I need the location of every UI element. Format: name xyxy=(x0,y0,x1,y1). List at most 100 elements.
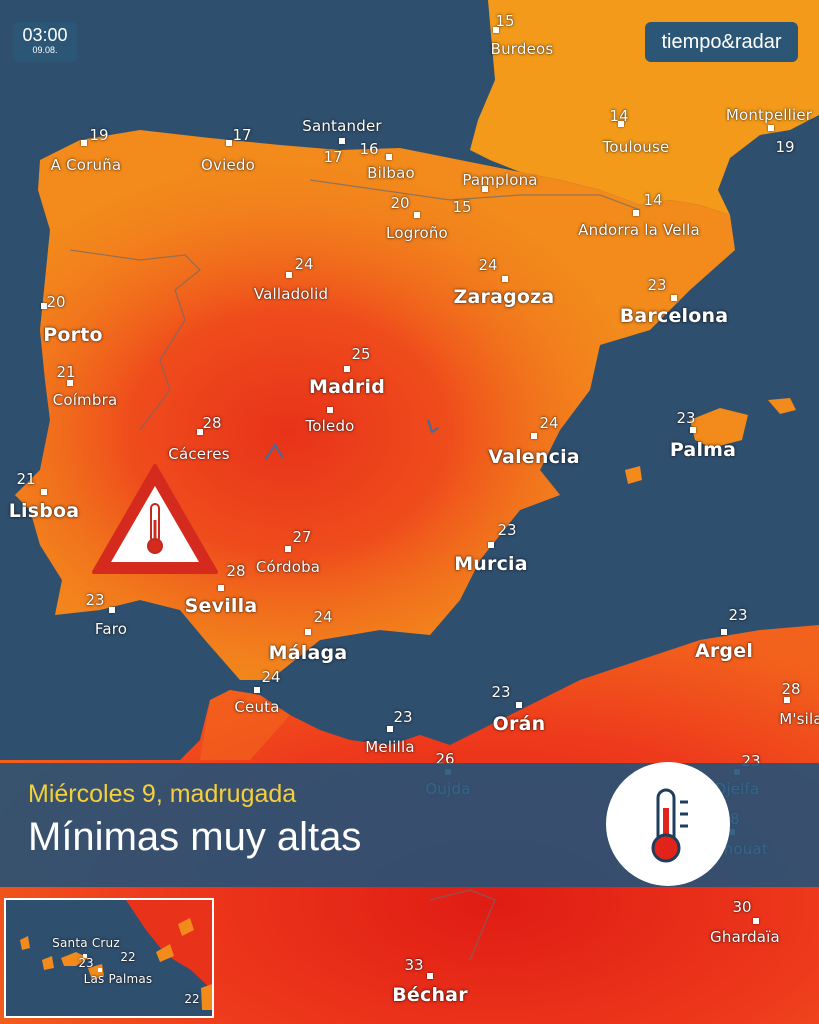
time-badge: 03:00 09.08. xyxy=(13,22,77,62)
city-label-lisboa: Lisboa xyxy=(8,500,80,522)
city-label-bilbao: Bilbao xyxy=(367,164,415,182)
brand-logo[interactable]: tiempo&radar xyxy=(645,22,798,62)
city-label-valencia: Valencia xyxy=(488,446,580,468)
temp-label-faro: 23 xyxy=(85,591,105,609)
temp-label-c-ceres: 28 xyxy=(202,414,222,432)
banner-title: Mínimas muy altas xyxy=(28,815,362,859)
city-label-porto: Porto xyxy=(43,324,103,346)
temp-label-barcelona: 23 xyxy=(647,276,667,294)
city-marker-ceuta xyxy=(254,687,260,693)
city-label-palma: Palma xyxy=(669,439,737,461)
city-label-valladolid: Valladolid xyxy=(253,285,329,303)
temp-label-m-laga: 24 xyxy=(313,608,333,626)
temp-label-m-sila: 28 xyxy=(781,680,801,698)
inset-city-santa-cruz: Santa Cruz xyxy=(52,936,120,950)
temp-label-andorra-la-vella: 14 xyxy=(643,191,663,209)
city-marker-gharda-a xyxy=(753,918,759,924)
city-marker-burdeos xyxy=(493,27,499,33)
city-label-barcelona: Barcelona xyxy=(619,305,729,327)
city-marker-montpellier xyxy=(768,125,774,131)
banner-subtitle: Miércoles 9, madrugada xyxy=(28,780,297,808)
city-marker-or-n xyxy=(516,702,522,708)
city-marker-c-ceres xyxy=(197,429,203,435)
city-marker-andorra-la-vella xyxy=(633,210,639,216)
city-marker-madrid xyxy=(344,366,350,372)
city-marker-faro xyxy=(109,607,115,613)
city-label-sevilla: Sevilla xyxy=(184,595,258,617)
city-marker-m-sila xyxy=(784,697,790,703)
temp-label-zaragoza: 24 xyxy=(478,256,498,274)
temp-label-montpellier: 19 xyxy=(775,138,795,156)
city-label-logro-o: Logroño xyxy=(386,224,448,242)
city-label-b-char: Béchar xyxy=(392,984,468,1006)
temp-label-oviedo: 17 xyxy=(232,126,252,144)
inset-temp-las-palmas: 22 xyxy=(120,950,136,964)
warning-triangle-icon xyxy=(92,464,218,574)
temp-label-porto: 20 xyxy=(46,293,66,311)
city-marker-argel xyxy=(721,629,727,635)
time-label: 03:00 xyxy=(22,25,68,45)
inset-temp-santa-cruz: 23 xyxy=(78,956,94,970)
city-label-montpellier: Montpellier xyxy=(725,106,813,124)
city-label-c-rdoba: Córdoba xyxy=(255,558,321,576)
temp-label-burdeos: 15 xyxy=(495,12,515,30)
temp-label-pamplona: 15 xyxy=(452,198,472,216)
city-marker-santander xyxy=(339,138,345,144)
city-marker-sevilla xyxy=(218,585,224,591)
city-marker-c-rdoba xyxy=(285,546,291,552)
city-marker-lisboa xyxy=(41,489,47,495)
thermometer-icon xyxy=(651,788,688,863)
city-label-a-coru-a: A Coruña xyxy=(50,156,122,174)
city-marker-oviedo xyxy=(226,140,232,146)
temp-label-bilbao: 16 xyxy=(359,140,379,158)
city-label-burdeos: Burdeos xyxy=(490,40,554,58)
city-label-oviedo: Oviedo xyxy=(201,156,255,174)
brand-name: tiempo&radar xyxy=(661,31,782,53)
city-label-toledo: Toledo xyxy=(305,417,355,435)
city-label-murcia: Murcia xyxy=(454,553,528,575)
temp-label-madrid: 25 xyxy=(351,345,371,363)
city-marker-b-char xyxy=(427,973,433,979)
city-label-andorra-la-vella: Andorra la Vella xyxy=(578,221,700,239)
city-label-melilla: Melilla xyxy=(365,738,415,756)
city-marker-palma xyxy=(690,427,696,433)
city-marker-bilbao xyxy=(386,154,392,160)
city-label-toulouse: Toulouse xyxy=(602,138,670,156)
temp-label-b-char: 33 xyxy=(404,956,424,974)
city-marker-porto xyxy=(41,303,47,309)
city-marker-a-coru-a xyxy=(81,140,87,146)
canary-islands-inset: Santa Cruz 23 Las Palmas 22 22 xyxy=(4,898,214,1018)
temp-label-murcia: 23 xyxy=(497,521,517,539)
inset-temp-extra: 22 xyxy=(184,992,200,1006)
city-marker-barcelona xyxy=(671,295,677,301)
city-label-zaragoza: Zaragoza xyxy=(453,286,555,308)
temp-label-or-n: 23 xyxy=(491,683,511,701)
heat-warning xyxy=(90,462,220,577)
temp-label-toulouse: 14 xyxy=(609,107,629,125)
city-label-argel: Argel xyxy=(694,640,754,662)
city-label-faro: Faro xyxy=(94,620,128,638)
city-marker-logro-o xyxy=(414,212,420,218)
city-marker-melilla xyxy=(387,726,393,732)
city-label-gharda-a: Ghardaïa xyxy=(710,928,780,946)
temp-label-c-rdoba: 27 xyxy=(292,528,312,546)
city-marker-zaragoza xyxy=(502,276,508,282)
city-marker-valladolid xyxy=(286,272,292,278)
city-label-c-ceres: Cáceres xyxy=(168,445,230,463)
city-label-m-laga: Málaga xyxy=(268,642,348,664)
temp-label-gharda-a: 30 xyxy=(732,898,752,916)
temp-label-melilla: 23 xyxy=(393,708,413,726)
temp-label-co-mbra: 21 xyxy=(56,363,76,381)
temp-label-palma: 23 xyxy=(676,409,696,427)
city-marker-valencia xyxy=(531,433,537,439)
temp-label-valladolid: 24 xyxy=(294,255,314,273)
temp-label-valencia: 24 xyxy=(539,414,559,432)
city-marker-toulouse xyxy=(618,121,624,127)
city-label-or-n: Orán xyxy=(492,713,546,735)
city-label-madrid: Madrid xyxy=(308,376,386,398)
thermometer-badge xyxy=(606,762,730,886)
city-marker-co-mbra xyxy=(67,380,73,386)
city-label-m-sila: M'sila xyxy=(779,710,819,728)
city-marker-m-laga xyxy=(305,629,311,635)
temp-label-santander: 17 xyxy=(323,148,343,166)
